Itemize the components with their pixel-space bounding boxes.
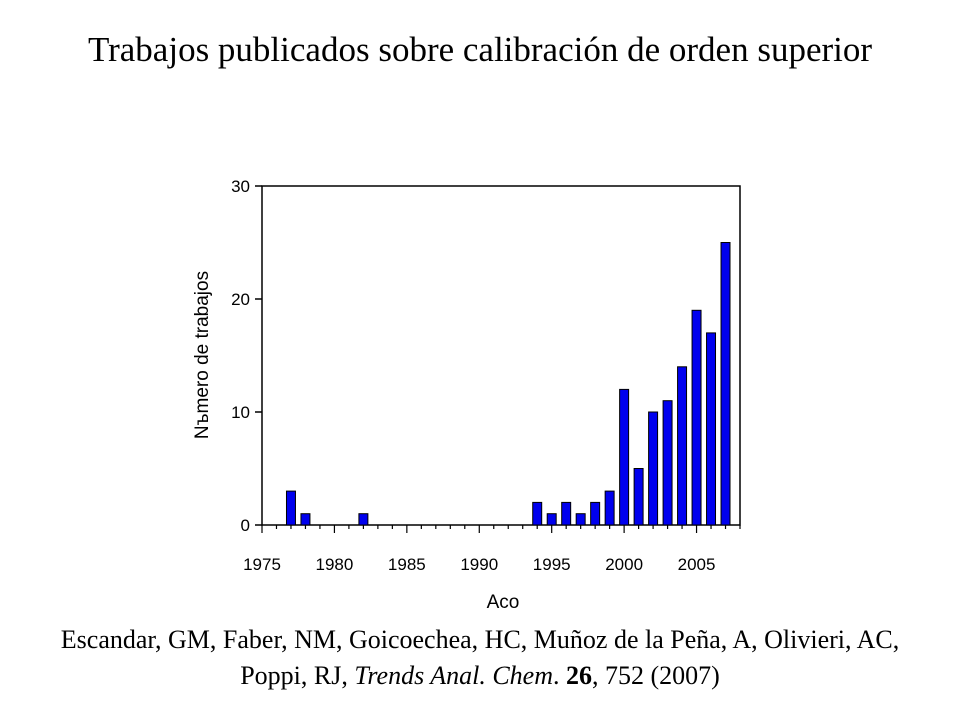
bar [561, 501, 572, 526]
bar [575, 513, 586, 526]
bar [691, 309, 702, 526]
x-tick-label: 2005 [678, 555, 716, 574]
bar [590, 501, 601, 526]
bar [285, 490, 296, 526]
y-axis: 0 10 20 30 [231, 177, 262, 535]
y-axis-label: Nъmero de trabajos [192, 271, 213, 439]
x-tick-label: 1980 [316, 555, 354, 574]
bar [648, 411, 659, 526]
plot-frame [261, 185, 741, 526]
x-axis-label: Aсo [487, 592, 520, 613]
citation-journal-punct: . [552, 661, 560, 690]
bar [677, 366, 688, 526]
bar [300, 513, 311, 526]
bar [619, 388, 630, 526]
y-tick-label: 30 [231, 177, 250, 196]
bar [546, 513, 557, 526]
citation: Escandar, GM, Faber, NM, Goicoechea, HC,… [40, 622, 920, 694]
bar [720, 242, 731, 526]
y-tick-label: 0 [241, 516, 250, 535]
bar [532, 501, 543, 526]
x-axis: 1975 1980 1985 1990 1995 2000 2005 [243, 525, 741, 574]
x-tick-label: 1975 [243, 555, 281, 574]
slide-title: Trabajos publicados sobre calibración de… [87, 30, 873, 69]
citation-journal: Trends Anal. Chem [354, 661, 553, 690]
citation-volume: 26 [565, 661, 592, 690]
citation-pages-year: , 752 (2007) [591, 661, 720, 690]
y-tick-label: 10 [231, 403, 250, 422]
x-tick-label: 1985 [388, 555, 426, 574]
y-tick-label: 20 [231, 290, 250, 309]
bar [604, 490, 615, 526]
bar [706, 332, 717, 526]
bar-series [285, 242, 731, 526]
citation-authors: Escandar, GM, Faber, NM, Goicoechea, HC,… [60, 625, 900, 690]
bar [633, 468, 644, 526]
bar [662, 400, 673, 526]
x-tick-label: 1990 [460, 555, 498, 574]
x-tick-label: 1995 [533, 555, 571, 574]
x-tick-label: 2000 [605, 555, 643, 574]
bar [358, 513, 369, 526]
